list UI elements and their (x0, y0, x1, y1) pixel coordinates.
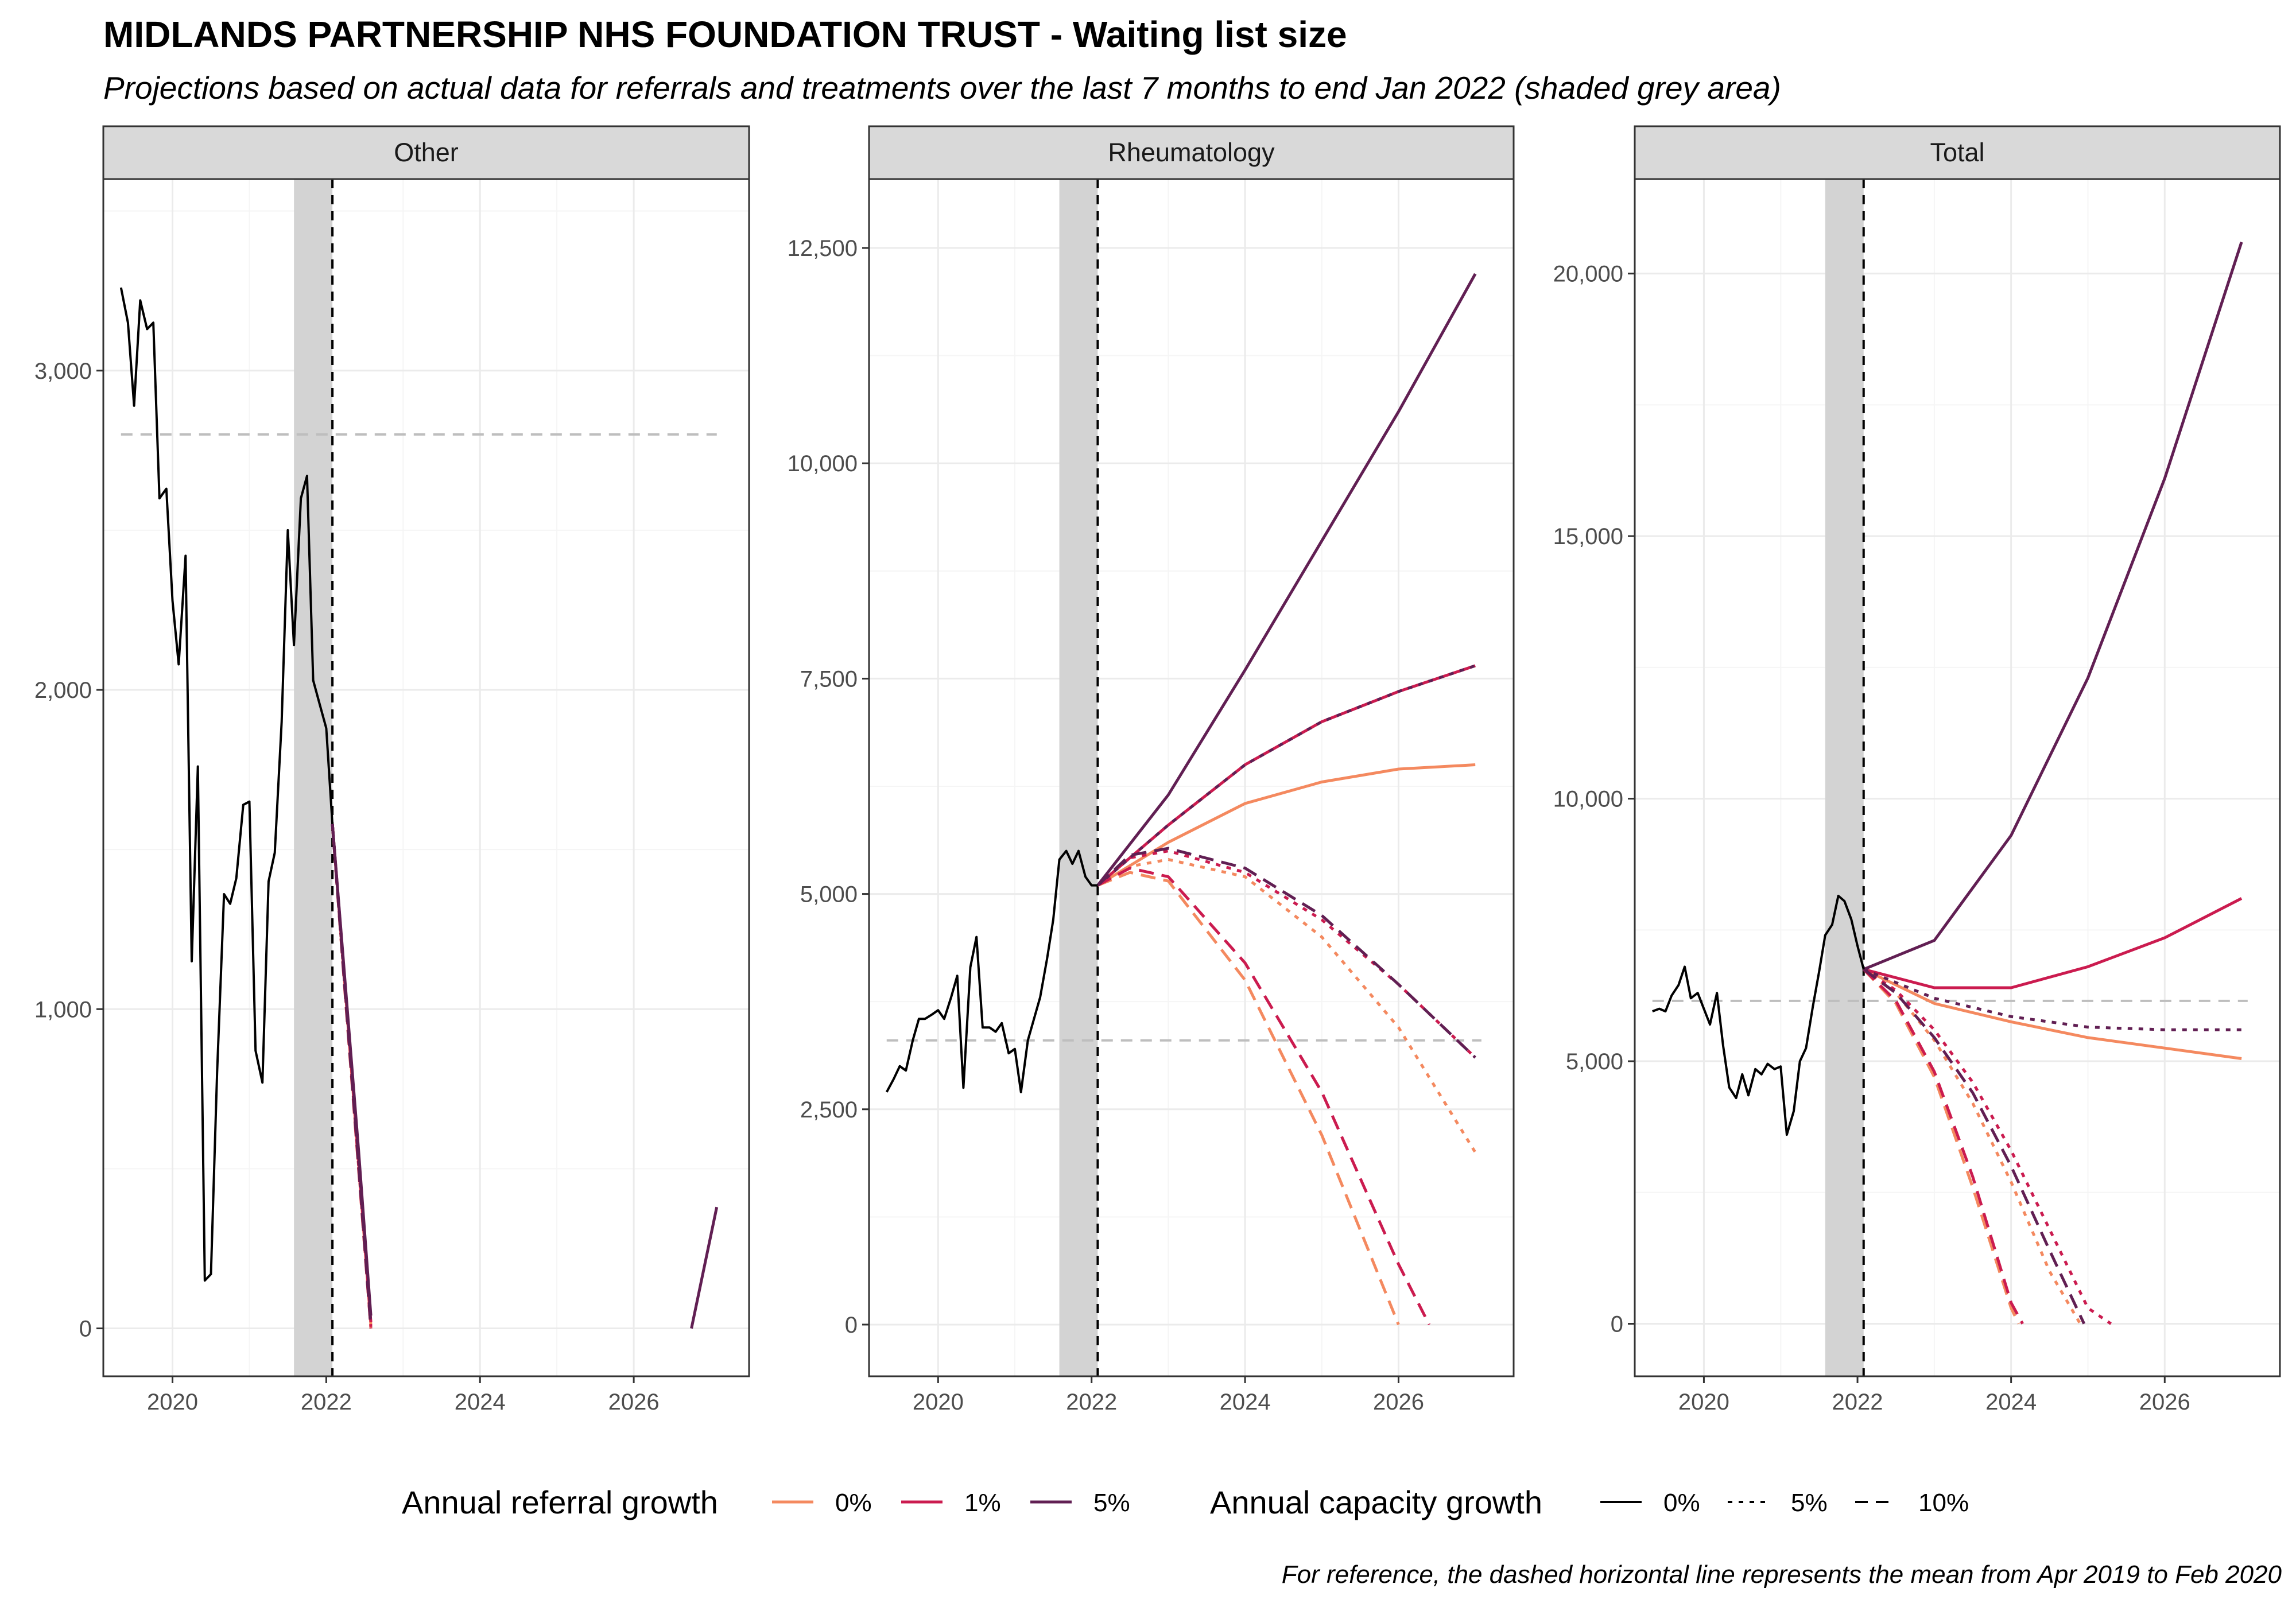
y-tick-label: 0 (79, 1317, 92, 1342)
x-tick-label: 2026 (1373, 1389, 1424, 1415)
projection-line-ref-0-cap-10 (1862, 968, 2020, 1325)
y-tick-label: 2,000 (34, 678, 92, 703)
x-tick-label: 2020 (913, 1389, 964, 1415)
series-lines (885, 273, 1477, 1326)
chart-caption: For reference, the dashed horizontal lin… (1282, 1561, 2282, 1589)
y-tick-label: 0 (845, 1313, 858, 1338)
facet-label: Total (1930, 138, 1984, 167)
y-tick-label: 2,500 (800, 1097, 858, 1123)
projection-line-ref-5-cap-0 (690, 1206, 719, 1329)
legend: Annual referral growth 0% 1% 5% Annual capac… (402, 1484, 1969, 1520)
series-lines (1652, 242, 2243, 1325)
y-tick-label: 1,000 (34, 997, 92, 1022)
legend-label-capacity-10: 10% (1918, 1489, 1969, 1517)
legend-label-capacity-0: 0% (1663, 1489, 1700, 1517)
x-tick-label: 2024 (1220, 1389, 1271, 1415)
projection-line-ref-1-cap-10 (1097, 866, 1431, 1326)
y-tick-label: 10,000 (788, 451, 858, 476)
x-tick-label: 2026 (608, 1389, 660, 1415)
plot-background (103, 179, 749, 1376)
projection-line-ref-5-cap-0 (1096, 273, 1477, 887)
y-tick-label: 20,000 (1553, 262, 1623, 287)
observed-line (1652, 894, 1865, 1136)
projection-line-ref-5-cap-10 (331, 824, 373, 1327)
y-tick-label: 12,500 (788, 236, 858, 261)
panel-total: Total 2020 2022 2024 2026 0 5,000 10,000 15,000 2… (1553, 125, 2281, 1415)
panel-other: Other 2020 2022 2024 2026 0 1,000 2,000 3,000 (34, 125, 750, 1415)
shaded-period (294, 179, 333, 1376)
projection-line-ref-0-cap-0 (1863, 968, 2242, 1060)
y-tick-label: 10,000 (1553, 787, 1623, 812)
projection-line-ref-5-cap-10 (1096, 847, 1476, 1059)
plot-background (1635, 179, 2280, 1376)
observed-line (885, 849, 1098, 1093)
series-lines (119, 287, 719, 1329)
projection-line-ref-0-cap-10 (1097, 871, 1400, 1325)
projection-line-ref-1-cap-0 (1863, 897, 2243, 989)
facet-label: Other (394, 138, 459, 167)
y-tick-label: 3,000 (34, 359, 92, 384)
projection-line-ref-5-cap-5 (1096, 664, 1476, 887)
projection-line-ref-0-cap-5 (1863, 968, 2082, 1325)
legend-label-referral-5: 5% (1093, 1489, 1130, 1517)
panel-rheumatology: Rheumatology 2020 2022 2024 2026 0 2,500 5,000 7… (788, 125, 1515, 1415)
y-tick-label: 0 (1611, 1312, 1623, 1337)
projection-line-ref-0-cap-5 (1097, 858, 1477, 1154)
legend-label-capacity-5: 5% (1791, 1489, 1828, 1517)
projection-line-ref-5-cap-10 (1863, 968, 2086, 1325)
chart-title: MIDLANDS PARTNERSHIP NHS FOUNDATION TRUS… (103, 14, 1347, 55)
facet-strip (102, 125, 750, 180)
legend-label-referral-1: 1% (964, 1489, 1001, 1517)
y-tick-label: 7,500 (800, 666, 858, 692)
legend-title-capacity: Annual capacity growth (1210, 1484, 1542, 1520)
x-tick-label: 2022 (1832, 1389, 1883, 1415)
facet-panels: Other 2020 2022 2024 2026 0 1,000 2,000 3,000 Rhe… (34, 125, 2281, 1415)
facet-strip (868, 125, 1515, 180)
projection-line-ref-5-cap-0 (1863, 242, 2243, 971)
chart-subtitle: Projections based on actual data for ref… (103, 70, 1781, 106)
x-tick-label: 2026 (2139, 1389, 2190, 1415)
plot-background (869, 179, 1514, 1376)
facet-label: Rheumatology (1108, 138, 1275, 167)
legend-label-referral-0: 0% (835, 1489, 872, 1517)
shaded-period (1059, 179, 1098, 1376)
facet-strip (1634, 125, 2281, 180)
y-tick-label: 5,000 (800, 882, 858, 907)
x-tick-label: 2024 (455, 1389, 506, 1415)
x-tick-label: 2024 (1985, 1389, 2037, 1415)
projection-line-ref-1-cap-10 (1863, 968, 2024, 1325)
y-tick-label: 15,000 (1553, 524, 1623, 549)
projection-line-ref-1-cap-5 (1863, 968, 2112, 1325)
observed-line (119, 287, 334, 1282)
x-tick-label: 2020 (147, 1389, 198, 1415)
x-tick-label: 2022 (1066, 1389, 1117, 1415)
y-tick-label: 5,000 (1566, 1049, 1623, 1074)
shaded-period (1825, 179, 1864, 1376)
x-tick-label: 2020 (1678, 1389, 1729, 1415)
x-tick-label: 2022 (301, 1389, 352, 1415)
legend-title-referral: Annual referral growth (402, 1484, 718, 1520)
